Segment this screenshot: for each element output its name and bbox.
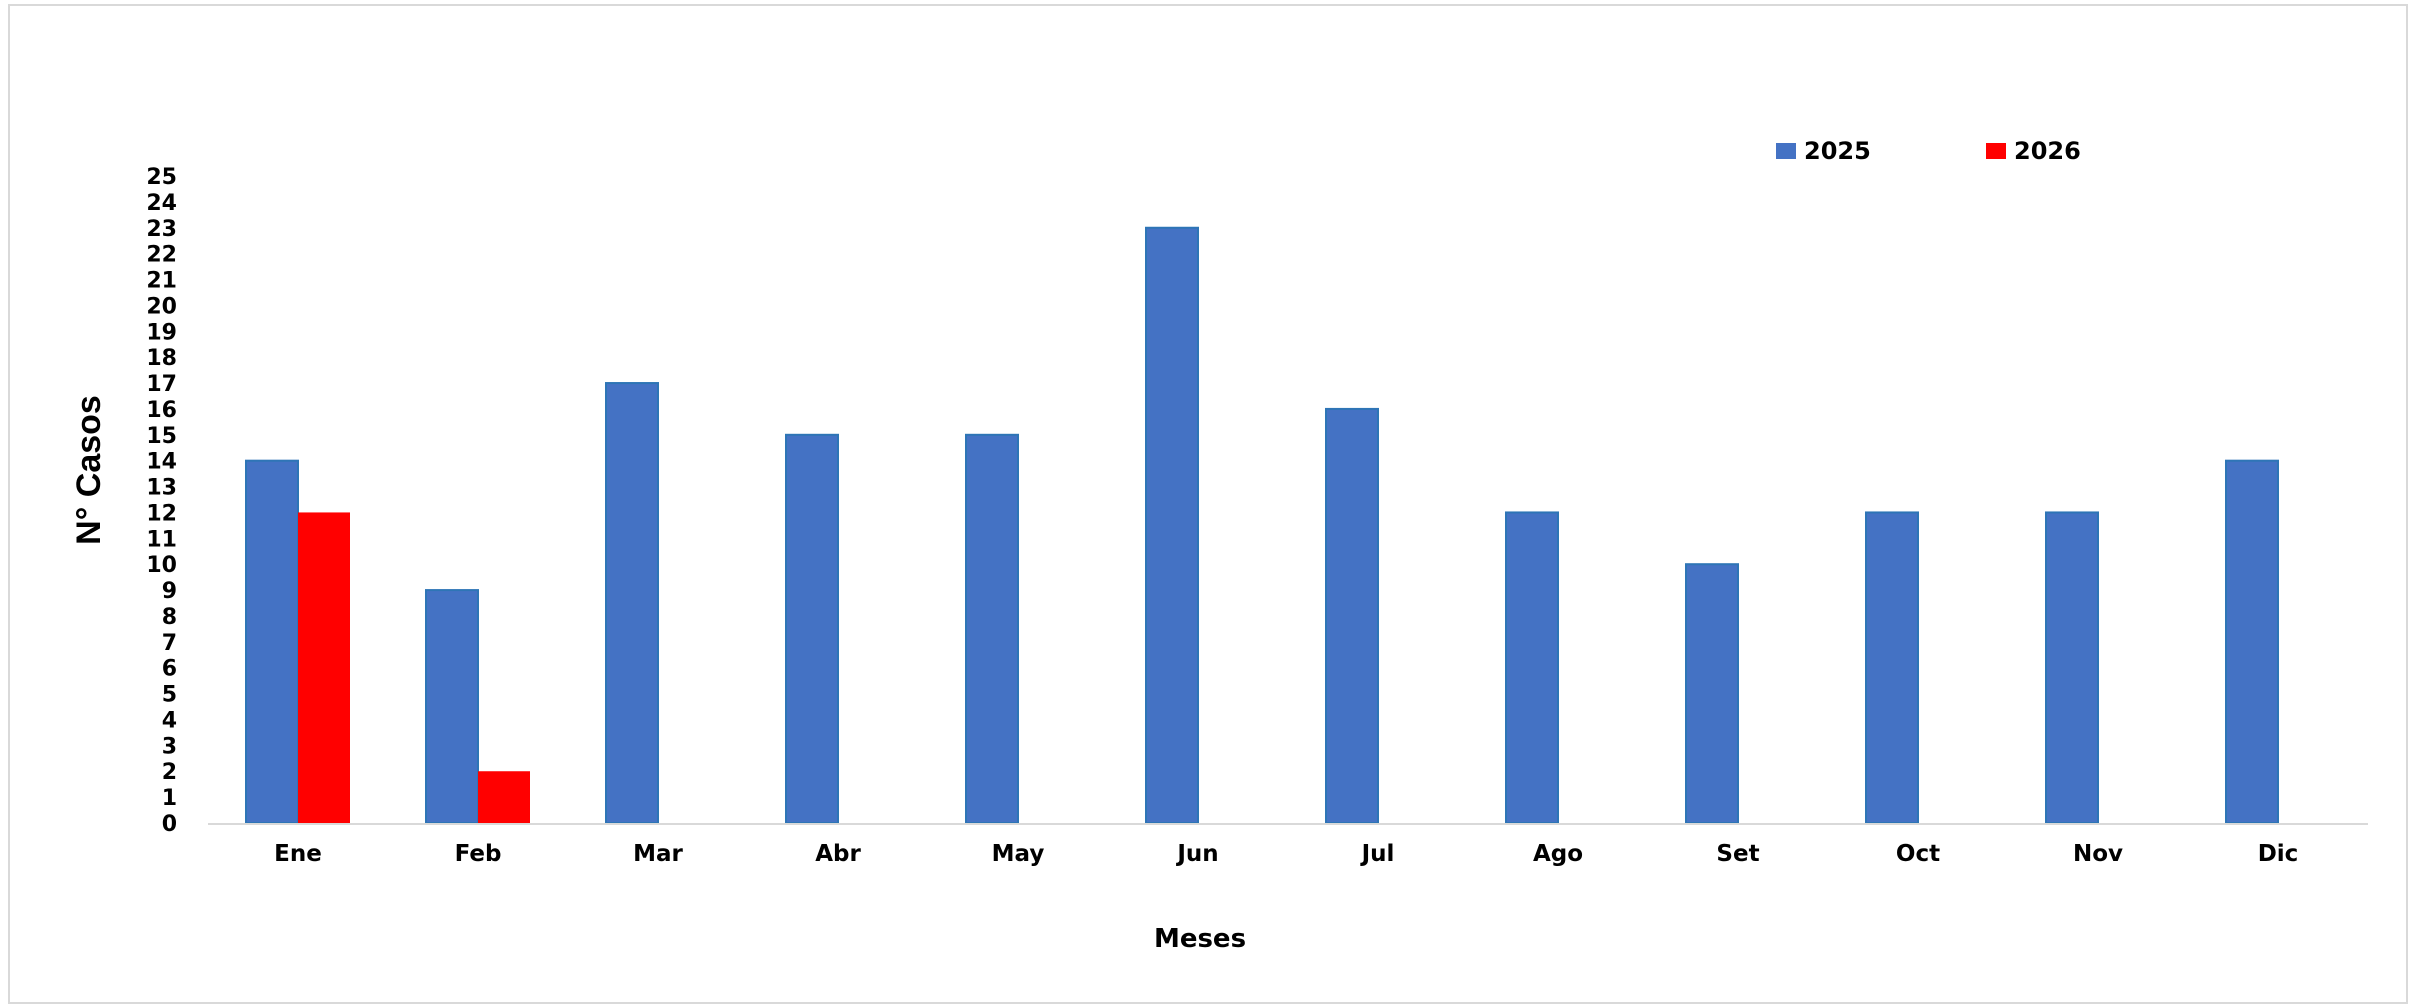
- legend-label-2026: 2026: [2014, 137, 2081, 165]
- legend: 2025 2026: [1776, 137, 2081, 165]
- x-tick-labels: Ene Feb Mar Abr May Jun Jul Ago Set Oct Nov Dic: [274, 841, 2298, 867]
- y-tick-label: 18: [146, 346, 177, 371]
- bar-2025-Dic: [2225, 459, 2279, 824]
- y-tick-label: 12: [146, 501, 177, 526]
- y-tick-label: 21: [146, 269, 177, 294]
- bar-2025-Abr: [785, 433, 839, 824]
- y-tick-label: 20: [146, 294, 177, 319]
- bar-2025-May: [965, 433, 1019, 824]
- y-tick-label: 10: [146, 553, 177, 578]
- x-tick-label: Ene: [274, 841, 322, 867]
- bar-2025-Ene: [245, 459, 299, 824]
- y-axis-title: N° Casos: [70, 395, 108, 545]
- y-tick-label: 14: [146, 450, 177, 475]
- bar-2025-Nov: [2045, 511, 2099, 824]
- y-tick-labels: 0123456789101112131415161718192021222324…: [146, 165, 177, 837]
- y-tick-label: 15: [146, 424, 177, 449]
- bar-2025-Jun: [1145, 226, 1199, 824]
- y-tick-label: 13: [146, 476, 177, 501]
- x-tick-label: Set: [1716, 841, 1759, 867]
- bar-2025-Ago: [1505, 511, 1559, 824]
- x-tick-label: Feb: [455, 841, 502, 867]
- x-tick-label: Dic: [2258, 841, 2299, 867]
- y-tick-label: 6: [162, 657, 177, 682]
- legend-label-2025: 2025: [1804, 137, 1871, 165]
- y-tick-label: 0: [162, 812, 177, 837]
- legend-swatch-2025: [1776, 143, 1796, 159]
- x-tick-label: Ago: [1533, 841, 1583, 867]
- legend-swatch-2026: [1986, 143, 2006, 159]
- bar-2026-Ene: [298, 512, 350, 823]
- y-tick-label: 23: [146, 217, 177, 242]
- y-tick-label: 7: [162, 631, 177, 656]
- x-tick-label: May: [992, 841, 1045, 867]
- y-tick-label: 8: [162, 605, 177, 630]
- y-tick-label: 1: [162, 786, 177, 811]
- bar-2025-Jul: [1325, 407, 1379, 824]
- y-tick-label: 19: [146, 320, 177, 345]
- y-tick-label: 11: [146, 527, 177, 552]
- x-tick-label: Jul: [1360, 841, 1395, 867]
- x-tick-label: Nov: [2073, 841, 2123, 867]
- y-tick-label: 22: [146, 243, 177, 268]
- y-tick-label: 25: [146, 165, 177, 190]
- y-tick-label: 24: [146, 191, 177, 216]
- bars-layer: [245, 226, 2279, 825]
- x-tick-label: Jun: [1175, 841, 1218, 867]
- y-tick-label: 5: [162, 683, 177, 708]
- bar-2025-Feb: [425, 589, 479, 825]
- bar-2025-Set: [1685, 563, 1739, 824]
- x-tick-label: Abr: [815, 841, 861, 867]
- y-tick-label: 17: [146, 372, 177, 397]
- x-tick-label: Oct: [1896, 841, 1940, 867]
- y-tick-label: 4: [162, 708, 177, 733]
- y-tick-label: 2: [162, 760, 177, 785]
- bar-2025-Oct: [1865, 511, 1919, 824]
- y-tick-label: 3: [162, 734, 177, 759]
- y-tick-label: 16: [146, 398, 177, 423]
- y-tick-label: 9: [162, 579, 177, 604]
- chart-frame: [8, 4, 2408, 1004]
- x-axis-title: Meses: [1154, 924, 1246, 954]
- x-tick-label: Mar: [633, 841, 683, 867]
- bar-2026-Feb: [478, 771, 530, 823]
- bar-2025-Mar: [605, 382, 659, 824]
